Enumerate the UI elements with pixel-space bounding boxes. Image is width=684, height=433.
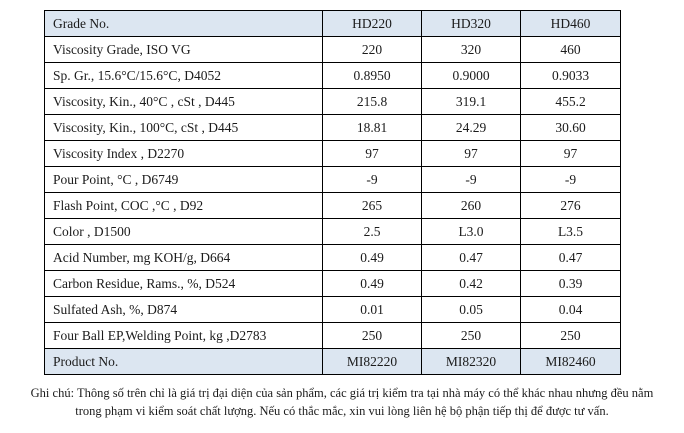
product-number-row: Product No. MI82220 MI82320 MI82460 (44, 348, 621, 375)
value-cell: MI82220 (322, 348, 422, 375)
spec-table-body: Grade No. HD220 HD320 HD460 Viscosity Grade,… (44, 10, 621, 375)
footnote: Ghi chú: Thông số trên chỉ là giá trị đạ… (0, 384, 684, 420)
value-cell: 2.5 (322, 218, 422, 245)
value-cell: 276 (520, 192, 621, 219)
table-row: Pour Point, °C , D6749 -9 -9 -9 (44, 166, 621, 193)
row-label-cell: Viscosity, Kin., 100°C, cSt , D445 (44, 114, 323, 141)
table-row: Viscosity, Kin., 40°C , cSt , D445 215.8 3… (44, 88, 621, 115)
table-row: Viscosity Index , D2270 97 97 97 (44, 140, 621, 167)
table-row: Acid Number, mg KOH/g, D664 0.49 0.47 0.47 (44, 244, 621, 271)
value-cell: 0.49 (322, 270, 422, 297)
row-label-cell: Pour Point, °C , D6749 (44, 166, 323, 193)
value-cell: 0.01 (322, 296, 422, 323)
value-cell: 250 (520, 322, 621, 349)
row-label-cell: Viscosity, Kin., 40°C , cSt , D445 (44, 88, 323, 115)
value-cell: 215.8 (322, 88, 422, 115)
value-cell: 97 (322, 140, 422, 167)
value-cell: 265 (322, 192, 422, 219)
row-label-cell: Viscosity Grade, ISO VG (44, 36, 323, 63)
value-cell: 0.47 (520, 244, 621, 271)
value-cell: 97 (520, 140, 621, 167)
footnote-line-2: trong phạm vi kiểm soát chất lượng. Nếu … (75, 404, 609, 418)
row-label-cell: Carbon Residue, Rams., %, D524 (44, 270, 323, 297)
value-cell: 220 (322, 36, 422, 63)
value-cell: 250 (322, 322, 422, 349)
row-label-cell: Product No. (44, 348, 323, 375)
value-cell: 0.9033 (520, 62, 621, 89)
value-cell: -9 (421, 166, 521, 193)
table-row: Sp. Gr., 15.6°C/15.6°C, D4052 0.8950 0.900… (44, 62, 621, 89)
value-cell: 0.04 (520, 296, 621, 323)
row-label-cell: Flash Point, COC ,°C , D92 (44, 192, 323, 219)
table-row: Four Ball EP,Welding Point, kg ,D2783 250… (44, 322, 621, 349)
table-row: Viscosity, Kin., 100°C, cSt , D445 18.81 2… (44, 114, 621, 141)
value-cell: -9 (322, 166, 422, 193)
value-cell: HD460 (520, 10, 621, 37)
value-cell: 320 (421, 36, 521, 63)
row-label-cell: Color , D1500 (44, 218, 323, 245)
value-cell: 0.49 (322, 244, 422, 271)
value-cell: -9 (520, 166, 621, 193)
row-label-cell: Sp. Gr., 15.6°C/15.6°C, D4052 (44, 62, 323, 89)
footnote-line-1: Ghi chú: Thông số trên chỉ là giá trị đạ… (30, 386, 654, 400)
value-cell: 97 (421, 140, 521, 167)
row-label-cell: Viscosity Index , D2270 (44, 140, 323, 167)
value-cell: L3.5 (520, 218, 621, 245)
value-cell: 0.05 (421, 296, 521, 323)
value-cell: 24.29 (421, 114, 521, 141)
value-cell: 0.47 (421, 244, 521, 271)
value-cell: HD320 (421, 10, 521, 37)
value-cell: 250 (421, 322, 521, 349)
table-row: Carbon Residue, Rams., %, D524 0.49 0.42 0.… (44, 270, 621, 297)
grade-header-row: Grade No. HD220 HD320 HD460 (44, 10, 621, 37)
table-row: Sulfated Ash, %, D874 0.01 0.05 0.04 (44, 296, 621, 323)
value-cell: 18.81 (322, 114, 422, 141)
value-cell: 260 (421, 192, 521, 219)
row-label-cell: Acid Number, mg KOH/g, D664 (44, 244, 323, 271)
value-cell: 0.42 (421, 270, 521, 297)
value-cell: MI82460 (520, 348, 621, 375)
value-cell: 319.1 (421, 88, 521, 115)
value-cell: 460 (520, 36, 621, 63)
row-label-cell: Sulfated Ash, %, D874 (44, 296, 323, 323)
value-cell: 0.39 (520, 270, 621, 297)
value-cell: 0.8950 (322, 62, 422, 89)
value-cell: 455.2 (520, 88, 621, 115)
value-cell: L3.0 (421, 218, 521, 245)
table-row: Viscosity Grade, ISO VG 220 320 460 (44, 36, 621, 63)
row-label-cell: Grade No. (44, 10, 323, 37)
value-cell: HD220 (322, 10, 422, 37)
table-row: Flash Point, COC ,°C , D92 265 260 276 (44, 192, 621, 219)
value-cell: MI82320 (421, 348, 521, 375)
table-row: Color , D1500 2.5 L3.0 L3.5 (44, 218, 621, 245)
value-cell: 0.9000 (421, 62, 521, 89)
spec-table: Grade No. HD220 HD320 HD460 Viscosity Grade,… (44, 10, 621, 375)
value-cell: 30.60 (520, 114, 621, 141)
row-label-cell: Four Ball EP,Welding Point, kg ,D2783 (44, 322, 323, 349)
